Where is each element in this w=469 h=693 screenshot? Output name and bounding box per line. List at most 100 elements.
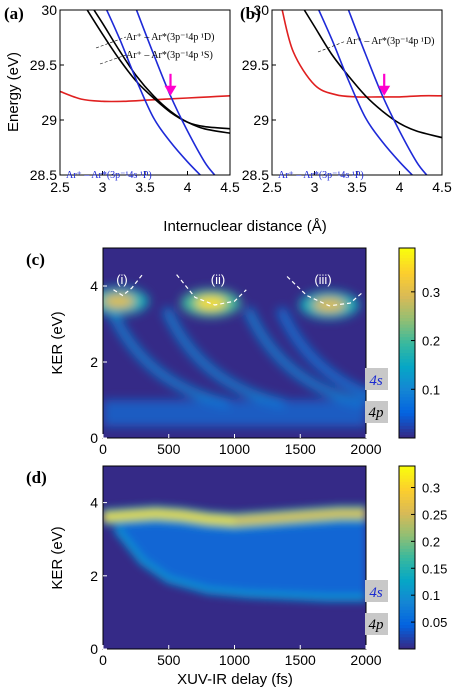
series-group-a — [60, 10, 230, 175]
arrow-down-icon-a — [164, 85, 177, 96]
colorbar-cell-d — [399, 539, 415, 543]
x-tick-label-a: 2.5 — [50, 179, 70, 195]
colorbar-cell-d — [399, 627, 415, 632]
x-tick-label-a: 4 — [184, 179, 192, 195]
colorbar-cell-d — [399, 639, 415, 644]
colorbar-d: 0.05 0.1 0.15 0.2 0.25 0.3 — [398, 465, 447, 650]
annotation-4p-1D-b: Ar⁺ – Ar*(3p⁻¹4p ¹D) — [346, 36, 435, 47]
y-tick-label-a: 29.5 — [30, 57, 57, 73]
y-tick-label-a: 29 — [41, 112, 57, 128]
colorbar-cell-d — [399, 618, 415, 623]
ticks-a: 2.5 3 3.5 4 4.5 28.5 29 29.5 30 — [30, 2, 240, 195]
colorbar-cell-d — [399, 472, 415, 476]
colorbar-cell-c — [399, 390, 415, 395]
colorbar-cell-c — [399, 374, 415, 379]
panel-c: 0 500 1000 1500 2000 0 2 4 KER (eV) (i) (ii) (i… — [49, 247, 440, 457]
colorbar-cell-c — [399, 339, 415, 344]
colorbar-cell-c — [399, 251, 415, 255]
colorbar-frame-d — [398, 465, 416, 650]
colorbar-cell-d — [399, 475, 415, 479]
ticks-c: 0 500 1000 1500 2000 0 2 4 — [90, 278, 382, 457]
y-tick-label-d: 4 — [90, 495, 98, 511]
heatmap-peak-core-c-2 — [313, 298, 346, 312]
colorbar-cell-d — [399, 636, 415, 641]
colorbar-cell-d — [399, 542, 415, 546]
colorbar-cell-d — [399, 624, 415, 629]
heatmap-upper-band-peak-d — [103, 511, 235, 523]
colorbar-cell-c — [399, 422, 415, 426]
y-tick-label-d: 2 — [90, 568, 98, 584]
colorbar-cell-c — [399, 431, 415, 436]
x-tick-label-b: 3.5 — [347, 179, 367, 195]
heatmap-blur-d — [103, 505, 366, 602]
colorbar-cell-d — [399, 511, 415, 516]
heatmap-streak-c-0 — [106, 307, 231, 409]
colorbar-cell-d — [399, 554, 415, 558]
colorbar-cell-c — [399, 362, 415, 366]
leader-line-1D-b — [317, 40, 347, 53]
colorbar-cell-c — [399, 352, 415, 357]
panel-letter-d: (d) — [26, 468, 47, 487]
colorbar-cell-c — [399, 343, 415, 347]
colorbar-cell-c — [399, 327, 415, 331]
colorbar-cell-d — [399, 536, 415, 540]
series-blue-curve-a-4 — [135, 10, 216, 175]
colorbar-cell-d — [399, 642, 415, 647]
colorbar-cell-c — [399, 384, 415, 388]
state-label-4s-d: 4s — [369, 585, 383, 601]
region-label-iii: (iii) — [314, 272, 331, 287]
colorbar-cell-c — [399, 371, 415, 376]
colorbar-cell-c — [399, 349, 415, 353]
dashed-fit-curve-c-1 — [176, 274, 247, 306]
colorbar-cell-c — [399, 324, 415, 328]
y-axis-title-a: Energy (eV) — [5, 52, 22, 132]
colorbar-cell-d — [399, 484, 415, 488]
colorbar-cell-d — [399, 502, 415, 507]
plot-area-a — [60, 10, 230, 175]
colorbar-cell-c — [399, 377, 415, 382]
tag-4s-bg-d — [365, 580, 388, 602]
colorbar-cell-d — [399, 493, 415, 497]
colorbar-cell-d — [399, 496, 415, 501]
colorbar-cell-d — [399, 621, 415, 626]
heatmap-streak-c-2 — [243, 307, 366, 409]
colorbar-cell-c — [399, 425, 415, 429]
colorbar-frame-c — [398, 247, 416, 439]
colorbar-cell-c — [399, 263, 415, 268]
colorbar-cell-c — [399, 368, 415, 372]
heatmap-d — [103, 505, 366, 602]
colorbar-cell-d — [399, 569, 415, 574]
colorbar-cell-d — [399, 566, 415, 571]
colorbar-cell-d — [399, 520, 415, 525]
series-blue-curve-a-3 — [105, 10, 201, 175]
colorbar-cell-c — [399, 286, 415, 290]
tag-4p-bg-d — [365, 613, 388, 635]
x-tick-label-d: 1000 — [219, 652, 250, 668]
colorbar-cell-d — [399, 594, 415, 598]
y-tick-label-b: 28.5 — [242, 167, 269, 183]
x-tick-label-c: 500 — [157, 441, 181, 457]
panel-a: 2.5 3 3.5 4 4.5 28.5 29 29.5 30 Energy (eV) Ar⁺ … — [5, 2, 240, 195]
colorbar-cell-c — [399, 409, 415, 414]
colorbar-cell-d — [399, 630, 415, 635]
colorbar-cell-d — [399, 560, 415, 565]
x-tick-label-b: 4.5 — [432, 179, 452, 195]
colorbar-cell-c — [399, 336, 415, 341]
colorbar-cell-d — [399, 545, 415, 549]
colorbar-cell-d — [399, 563, 415, 568]
series-blue-curve-b-2 — [318, 10, 413, 175]
x-tick-label-d: 0 — [99, 652, 107, 668]
colorbar-cell-c — [399, 314, 415, 319]
colorbar-cell-c — [399, 317, 415, 322]
colorbar-cell-c — [399, 257, 415, 262]
panel-letter-b: (b) — [240, 4, 261, 23]
x-tick-label-b: 4 — [396, 179, 404, 195]
colorbar-cell-c — [399, 381, 415, 385]
colorbar-cell-d — [399, 597, 415, 601]
heatmap-lower-band-d — [113, 525, 366, 602]
colorbar-tick-label-d: 0.1 — [422, 588, 440, 603]
colorbar-cell-c — [399, 260, 415, 265]
colorbar-cell-c — [399, 305, 415, 309]
x-tick-label-a: 4.5 — [220, 179, 240, 195]
heatmap-peak-core-c-0 — [103, 294, 135, 309]
